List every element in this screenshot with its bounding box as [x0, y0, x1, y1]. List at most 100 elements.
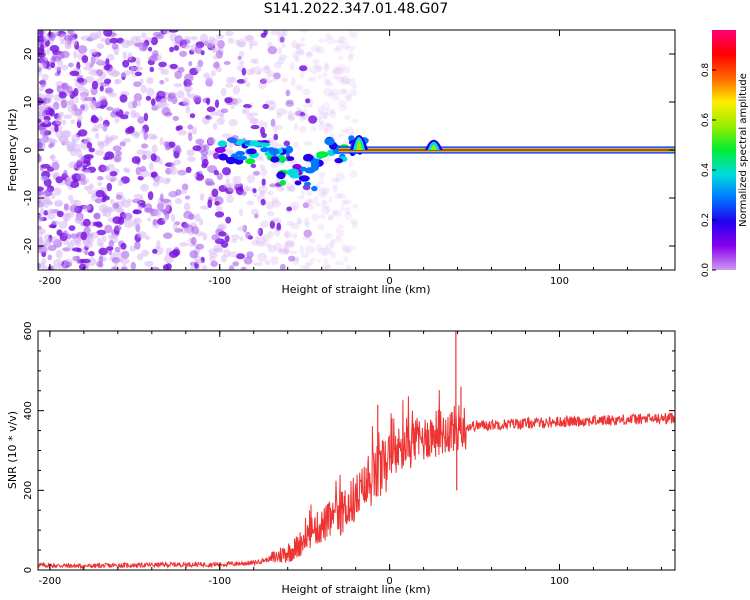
noise-blob	[225, 216, 232, 224]
noise-blob	[286, 206, 293, 212]
noise-blob	[335, 228, 341, 234]
noise-blob	[304, 221, 310, 228]
noise-blob	[317, 124, 326, 131]
noise-blob	[283, 244, 288, 252]
noise-blob	[293, 142, 299, 149]
noise-blob	[63, 114, 72, 119]
noise-blob	[172, 223, 178, 231]
noise-blob	[294, 257, 299, 263]
noise-blob	[76, 159, 82, 167]
noise-blob	[219, 113, 225, 119]
noise-blob	[235, 175, 242, 183]
signal-blob	[285, 145, 294, 154]
noise-blob	[43, 104, 49, 111]
noise-blob	[38, 66, 42, 73]
noise-blob	[267, 230, 274, 238]
noise-blob	[205, 150, 216, 156]
noise-blob	[281, 43, 286, 48]
noise-blob	[74, 96, 79, 104]
noise-blob	[183, 223, 190, 229]
noise-blob	[337, 64, 347, 70]
noise-blob	[245, 186, 255, 192]
noise-blob	[246, 174, 256, 183]
noise-blob	[180, 44, 191, 49]
noise-blob	[291, 222, 300, 230]
noise-blob	[334, 39, 342, 45]
noise-blob	[162, 177, 170, 185]
noise-blob	[39, 79, 47, 88]
noise-blob	[51, 220, 60, 225]
noise-blob	[240, 191, 247, 196]
noise-blob	[141, 143, 149, 149]
noise-blob	[68, 161, 79, 169]
noise-blob	[263, 121, 268, 129]
noise-blob	[325, 81, 334, 87]
noise-blob	[348, 89, 358, 97]
noise-blob	[304, 245, 315, 254]
colorbar: 0.0 0.2 0.4 0.6 0.8 Normalized spectral ampl…	[701, 30, 749, 277]
noise-blob	[120, 242, 127, 250]
noise-blob	[228, 118, 238, 127]
noise-blob	[186, 149, 195, 157]
noise-blob	[119, 94, 128, 103]
noise-blob	[243, 104, 252, 109]
noise-blob	[114, 246, 121, 252]
noise-blob	[348, 160, 354, 167]
x-tick-label: -200	[39, 576, 62, 587]
noise-blob	[263, 233, 270, 243]
noise-blob	[292, 51, 299, 59]
noise-blob	[88, 183, 94, 190]
noise-blob	[174, 198, 183, 205]
noise-blob	[302, 88, 311, 96]
noise-blob	[341, 88, 348, 94]
noise-blob	[306, 189, 313, 197]
noise-blob	[54, 199, 64, 207]
noise-blob	[239, 236, 244, 241]
noise-blob	[268, 245, 276, 253]
noise-blob	[323, 87, 332, 97]
noise-blob	[152, 218, 158, 226]
noise-blob	[318, 247, 328, 256]
noise-blob	[155, 176, 164, 184]
noise-blob	[84, 61, 93, 66]
noise-blob	[297, 42, 306, 47]
noise-blob	[190, 236, 197, 246]
noise-blob	[175, 189, 182, 196]
noise-blob	[149, 66, 155, 73]
noise-blob	[281, 77, 288, 83]
noise-blob	[322, 111, 329, 121]
noise-blob	[212, 55, 218, 60]
noise-blob	[337, 224, 344, 230]
noise-blob	[97, 181, 103, 187]
noise-blob	[179, 242, 189, 247]
noise-blob	[324, 77, 331, 83]
noise-blob	[329, 240, 335, 249]
noise-blob	[321, 199, 327, 204]
signal-bump	[430, 144, 437, 150]
noise-blob	[270, 256, 279, 265]
noise-blob	[326, 36, 335, 45]
noise-blob	[274, 124, 284, 130]
noise-blob	[77, 166, 84, 171]
noise-blob	[289, 201, 300, 210]
colorbar-tick-label: 0.2	[701, 213, 711, 227]
signal-blob	[249, 140, 260, 147]
noise-blob	[133, 93, 143, 102]
noise-blob	[343, 114, 351, 120]
noise-blob	[333, 68, 341, 76]
noise-blob	[103, 156, 109, 161]
noise-blob	[179, 50, 188, 58]
noise-blob	[335, 44, 344, 51]
noise-blob	[328, 196, 333, 203]
noise-blob	[104, 134, 110, 143]
noise-blob	[259, 78, 267, 85]
noise-blob	[38, 153, 41, 163]
noise-blob	[69, 204, 79, 213]
noise-blob	[99, 241, 104, 248]
noise-blob	[299, 65, 308, 72]
noise-blob	[81, 55, 89, 64]
noise-blob	[234, 39, 240, 45]
colorbar-tick-label: 0.8	[701, 63, 711, 78]
noise-blob	[103, 30, 113, 37]
noise-blob	[192, 145, 202, 152]
